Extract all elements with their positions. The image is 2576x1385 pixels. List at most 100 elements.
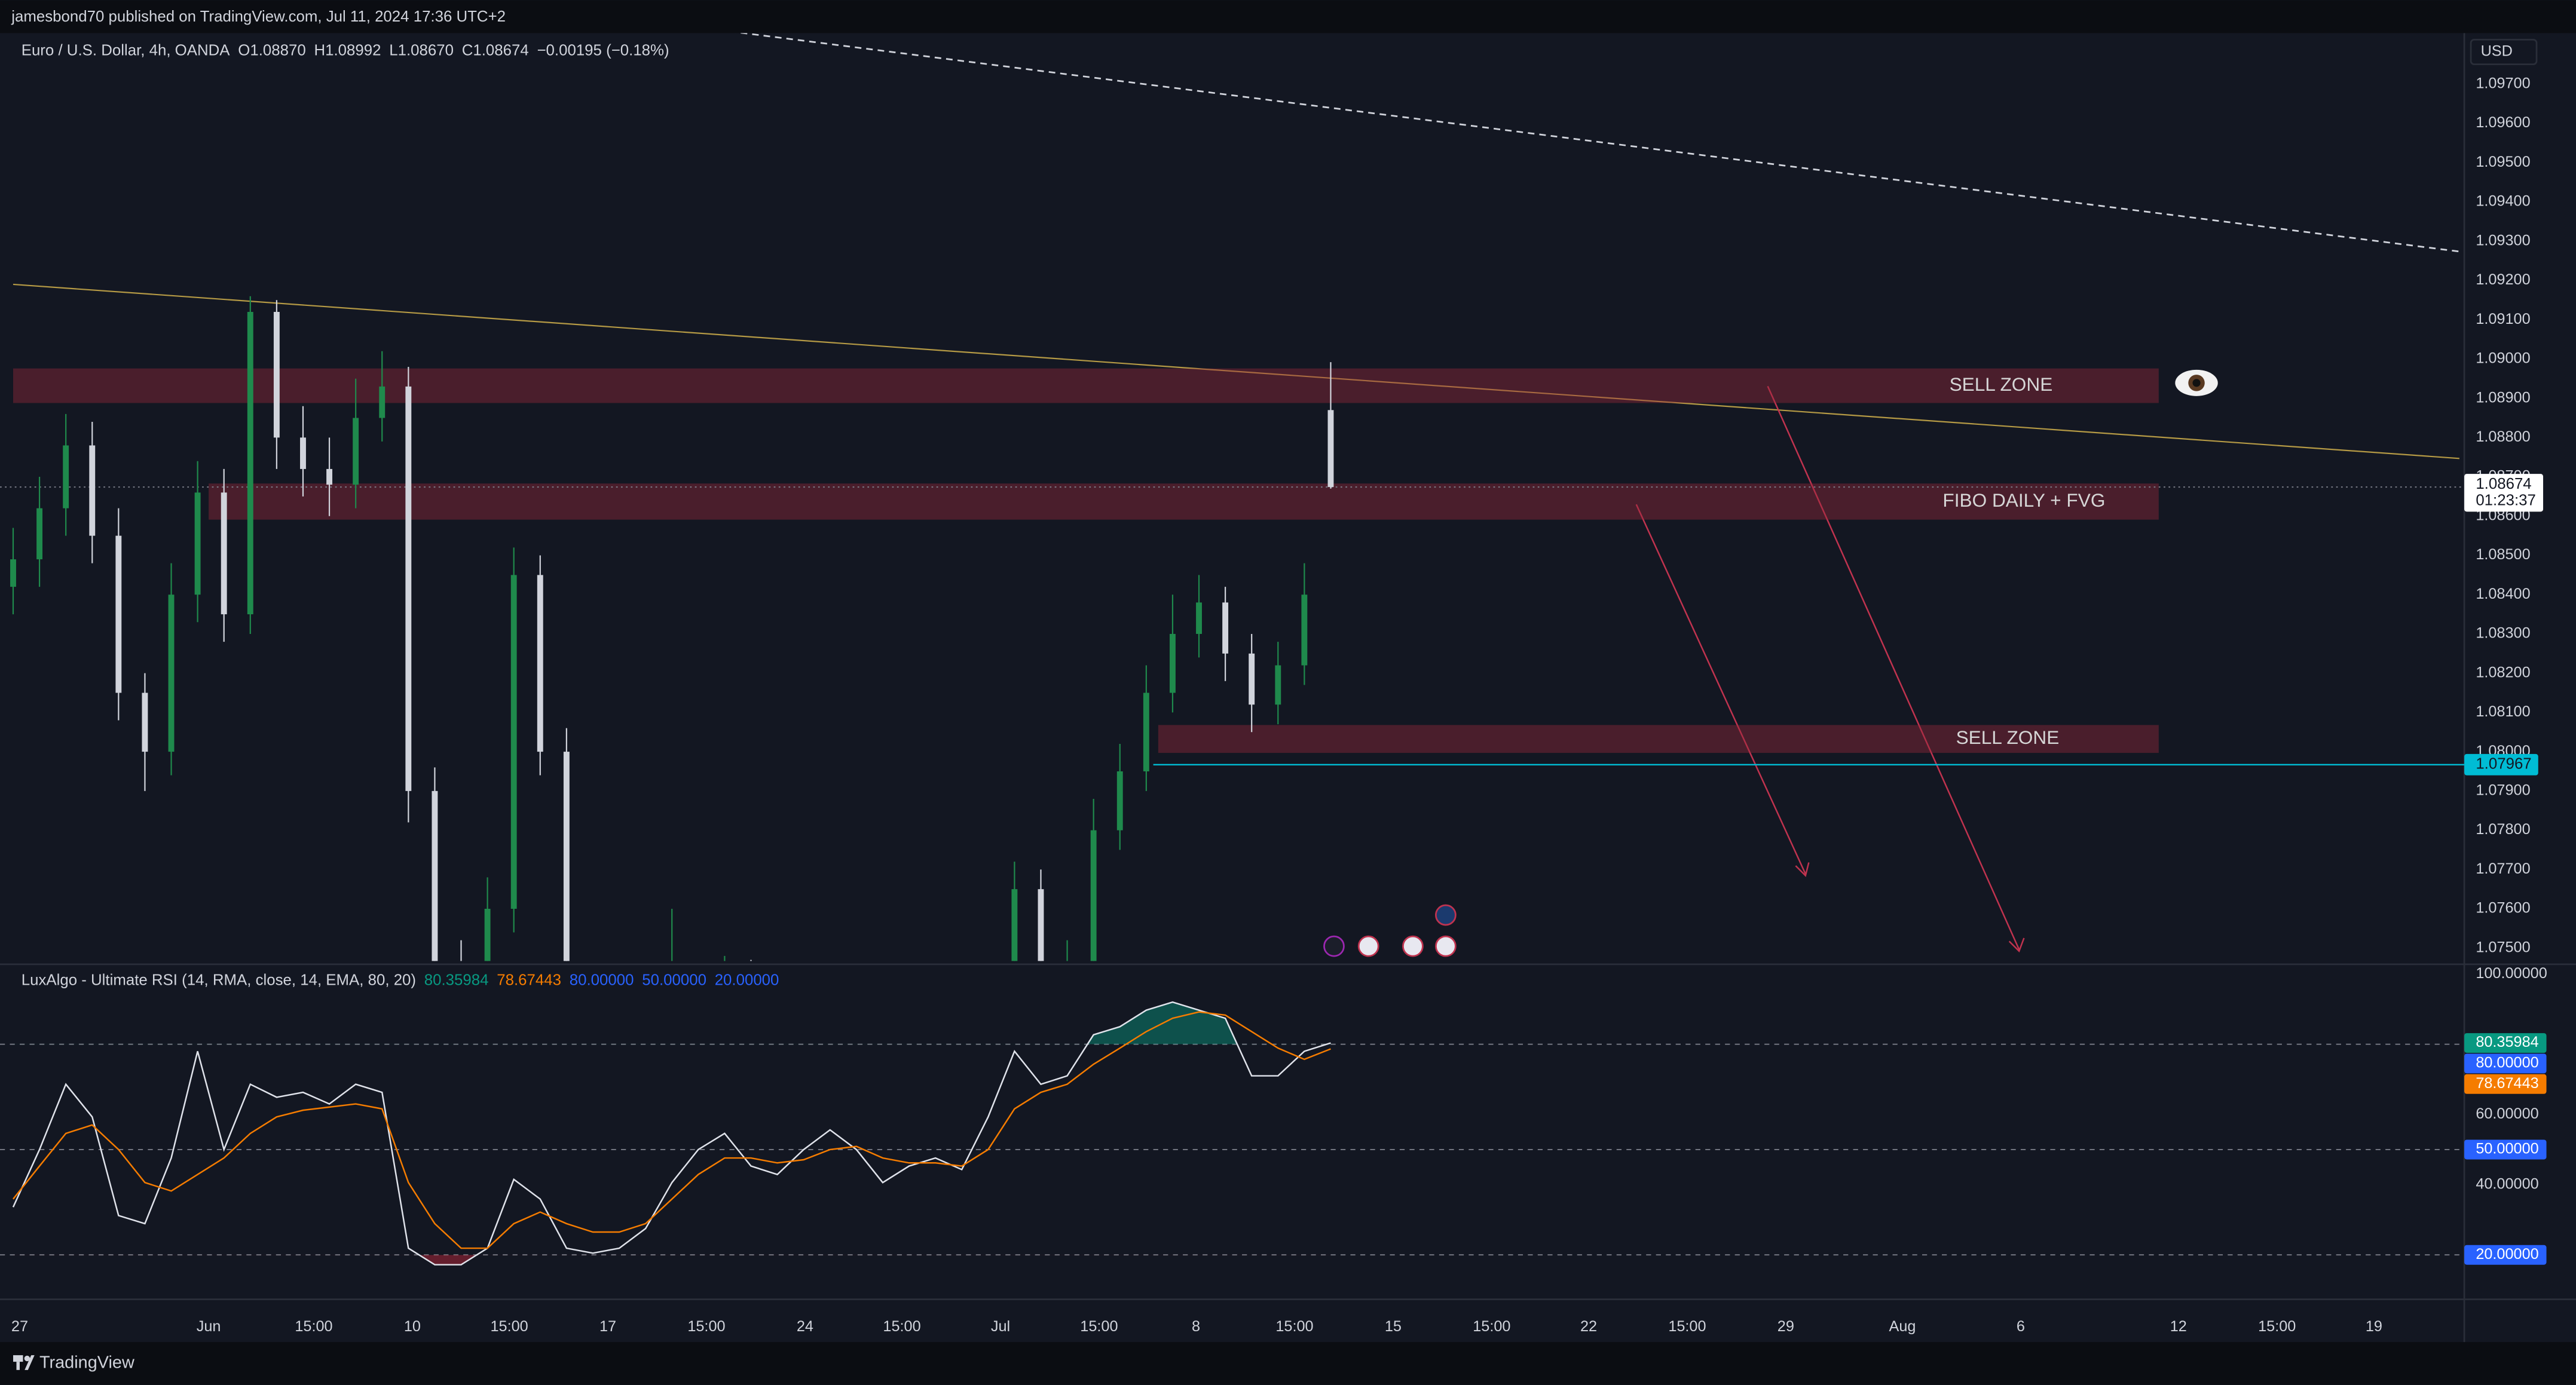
candle-body [1249, 653, 1255, 705]
zone [209, 483, 2159, 520]
candle-body [1275, 665, 1281, 705]
x-tick-label: 15:00 [490, 1318, 528, 1335]
value-tag-label: 78.67443 [2476, 1075, 2538, 1092]
symbol-legend: Euro / U.S. Dollar, 4h, OANDA O1.08870 H1.… [22, 42, 669, 59]
eye-pupil [2192, 379, 2201, 387]
candle-body [563, 752, 570, 961]
event[interactable] [1357, 935, 1379, 957]
candle-body [1196, 602, 1202, 634]
candle-body [432, 790, 438, 961]
x-tick-label: 15:00 [1080, 1318, 1118, 1335]
currency: USD [2481, 43, 2513, 60]
arrow-head [1795, 862, 1810, 877]
logo [16, 1362, 20, 1370]
y-tick-label: 1.08800 [2476, 428, 2530, 445]
candle-body [247, 312, 253, 615]
trend-line [737, 33, 2460, 253]
legend-value: 20.00000 [715, 972, 779, 988]
symbol: Euro / U.S. Dollar, 4h, OANDA [22, 42, 231, 59]
drawings [13, 33, 2460, 953]
logo [13, 1355, 23, 1362]
x-tick-label: 15:00 [295, 1318, 332, 1335]
zone-label: SELL ZONE [1950, 373, 2053, 395]
y-tick-label: 1.09300 [2476, 232, 2530, 249]
x-tick-label: 10 [404, 1318, 421, 1335]
candle-body [300, 437, 306, 469]
value-tag-label: 50.00000 [2476, 1141, 2538, 1157]
candle-body [405, 386, 412, 791]
y-tick-label: 1.08500 [2476, 546, 2530, 563]
value-tag [2464, 1074, 2547, 1094]
y-tick-label: 1.08200 [2476, 664, 2530, 681]
candle-body [537, 575, 543, 752]
y-tick-label: 1.08300 [2476, 625, 2530, 642]
countdown: 01:23:37 [2476, 492, 2536, 508]
x-tick-label: 15:00 [883, 1318, 920, 1335]
logo [25, 1355, 35, 1370]
event[interactable] [1435, 935, 1457, 957]
trend-line [13, 283, 2459, 459]
candle-body [353, 418, 359, 485]
candle-body [1116, 771, 1123, 831]
arrow [1635, 504, 1806, 875]
x-tick-label: 19 [2366, 1318, 2382, 1335]
x-tick-label: 17 [599, 1318, 616, 1335]
y-tick-label: 1.08400 [2476, 586, 2530, 602]
legend-value: 78.67443 [497, 972, 561, 988]
y-tick-label: 1.07600 [2476, 900, 2530, 917]
rsi-legend: LuxAlgo - Ultimate RSI (14, RMA, close, … [22, 972, 779, 988]
currency-box[interactable] [2470, 39, 2538, 65]
candle-body [1222, 602, 1229, 654]
candle-body [1090, 830, 1097, 961]
candle-body [273, 312, 280, 438]
event-icons[interactable] [1323, 904, 1457, 957]
x-tick-label: Jun [197, 1318, 221, 1335]
x-tick-label: Jul [991, 1318, 1010, 1335]
candle-body [326, 468, 333, 485]
rsi-line [12, 1001, 1331, 1266]
zone [1158, 725, 2159, 753]
value-tag [2464, 1053, 2547, 1074]
change: −0.00195 (−0.18%) [537, 42, 669, 59]
x-tick-label: 29 [1777, 1318, 1794, 1335]
y-tick-label: 1.08900 [2476, 389, 2530, 406]
candle-body [510, 575, 517, 909]
rsi-line [13, 1011, 1331, 1249]
event[interactable] [1323, 935, 1345, 957]
x-tick-label: 15 [1385, 1318, 1402, 1335]
price-label-box [2464, 474, 2544, 512]
bottom-bar [0, 1342, 2576, 1385]
x-tick-label: 15:00 [1473, 1318, 1510, 1335]
x-tick-label: 27 [11, 1318, 28, 1335]
value-tag [2464, 1139, 2547, 1160]
value-tag-label: 80.00000 [2476, 1055, 2538, 1071]
x-tick-label: 12 [2170, 1318, 2187, 1335]
candle-body [221, 492, 227, 615]
zone [13, 368, 2159, 403]
event[interactable] [1402, 935, 1424, 957]
y-tick-label: 1.07900 [2476, 782, 2530, 799]
level-label-box [2464, 753, 2538, 776]
y-tick-label: 1.09200 [2476, 271, 2530, 288]
candle-body [1327, 410, 1334, 488]
brand: TradingView [13, 1353, 134, 1372]
event[interactable] [1435, 904, 1457, 926]
candle-body [63, 445, 69, 508]
level-label: 1.07967 [2476, 756, 2531, 773]
legend-value: 50.00000 [642, 972, 706, 988]
indicator: LuxAlgo - Ultimate RSI (14, RMA, close, … [22, 972, 416, 988]
brand-name: TradingView [39, 1353, 134, 1372]
x-tick-label: 6 [2017, 1318, 2025, 1335]
y-tick-label: 1.09000 [2476, 350, 2530, 367]
overbought-fill [13, 1002, 1331, 1044]
x-tick-label: 15:00 [2258, 1318, 2296, 1335]
value-tag-label: 20.00000 [2476, 1246, 2538, 1263]
candle-body [1301, 595, 1308, 666]
candle-body [194, 492, 201, 595]
candle-body [36, 508, 43, 560]
candle-body [168, 595, 175, 752]
y-tick-label: 1.09100 [2476, 311, 2530, 327]
